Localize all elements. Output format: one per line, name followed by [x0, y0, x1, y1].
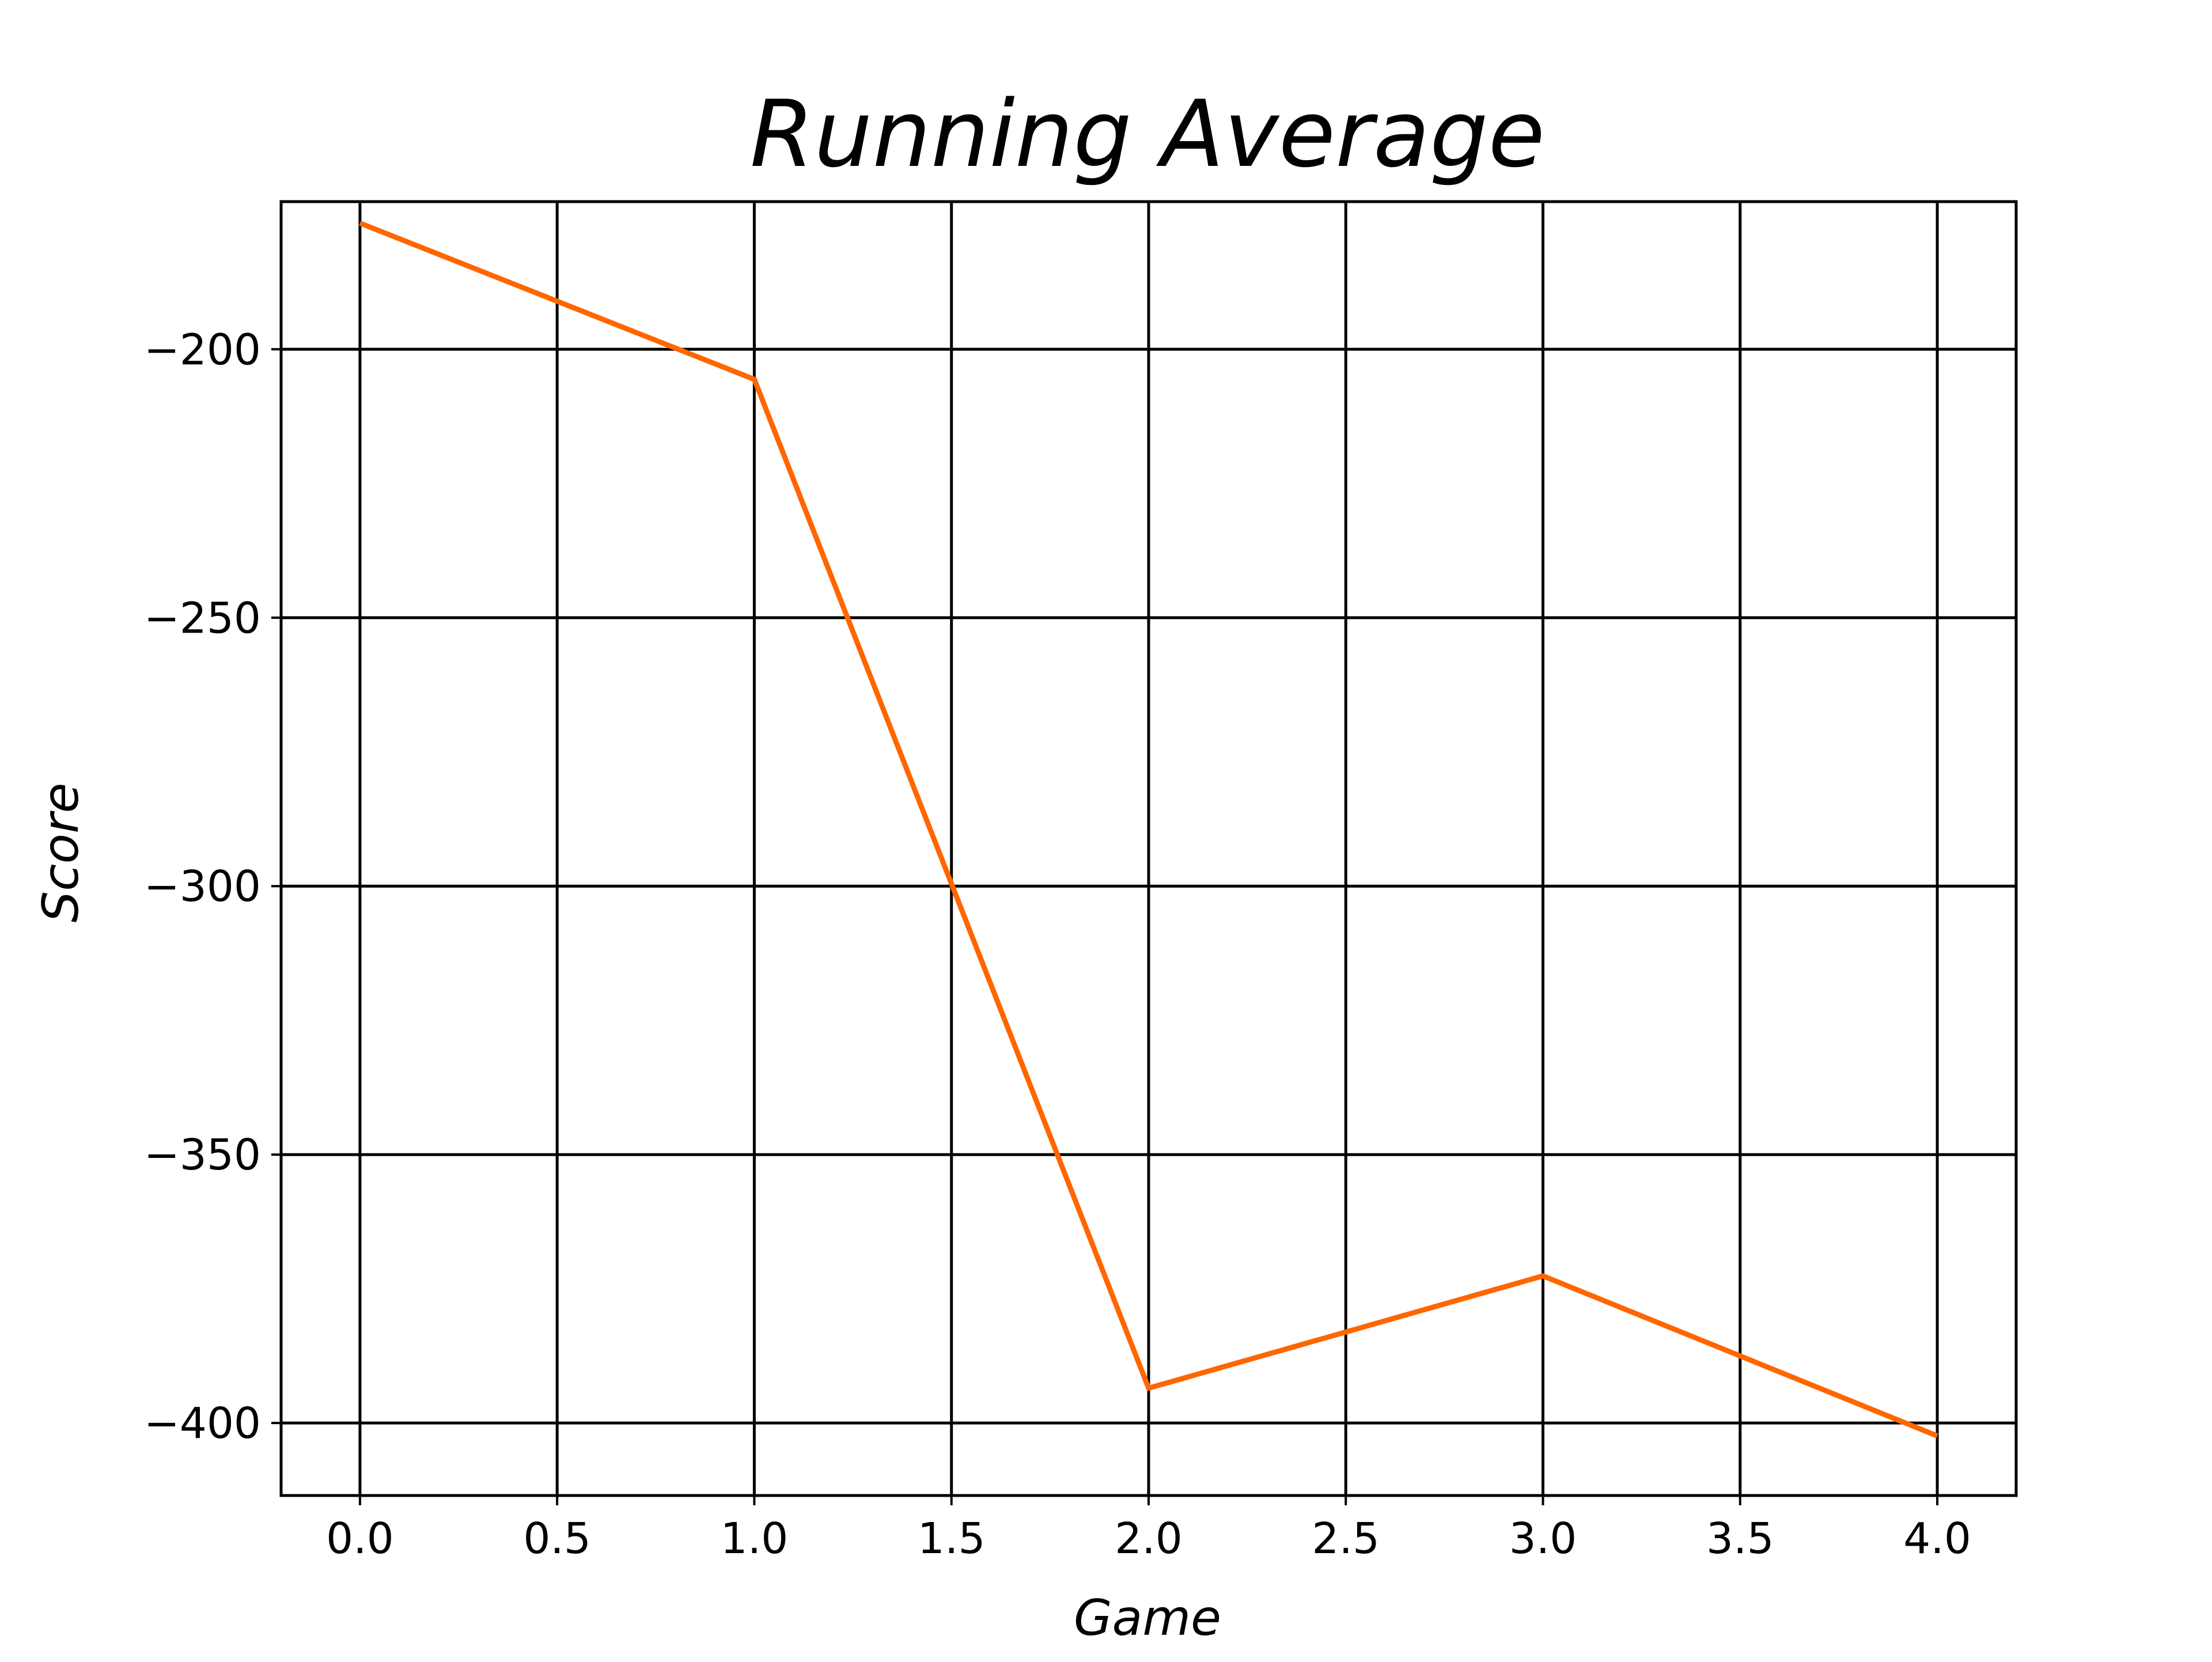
- x-tick-label: 3.0: [1509, 1514, 1577, 1563]
- x-tick-label: 4.0: [1903, 1514, 1971, 1563]
- ticks: 0.0 0.5 1.0 1.5 2.0 2.5 3.0 3.5 4.0 −200 −250 −300 −…: [144, 325, 1971, 1563]
- y-tick-label: −300: [144, 862, 261, 911]
- x-tick-label: 3.5: [1706, 1514, 1774, 1563]
- y-tick-label: −200: [144, 325, 261, 374]
- x-tick-label: 2.0: [1115, 1514, 1183, 1563]
- x-tick-label: 0.5: [523, 1514, 591, 1563]
- x-tick-label: 0.0: [326, 1514, 394, 1563]
- x-tick-label: 2.5: [1312, 1514, 1380, 1563]
- x-tick-label: 1.0: [721, 1514, 789, 1563]
- series-layer: [359, 221, 1938, 1438]
- series-line: [359, 221, 1938, 1438]
- y-tick-label: −350: [144, 1130, 261, 1180]
- y-tick-label: −400: [144, 1399, 261, 1448]
- y-axis-label: Score: [32, 783, 90, 923]
- x-axis-label: Game: [1074, 1589, 1221, 1647]
- y-tick-label: −250: [144, 593, 261, 643]
- x-tick-label: 1.5: [918, 1514, 986, 1563]
- grid: [281, 202, 2016, 1496]
- chart-title: Running Average: [750, 80, 1545, 188]
